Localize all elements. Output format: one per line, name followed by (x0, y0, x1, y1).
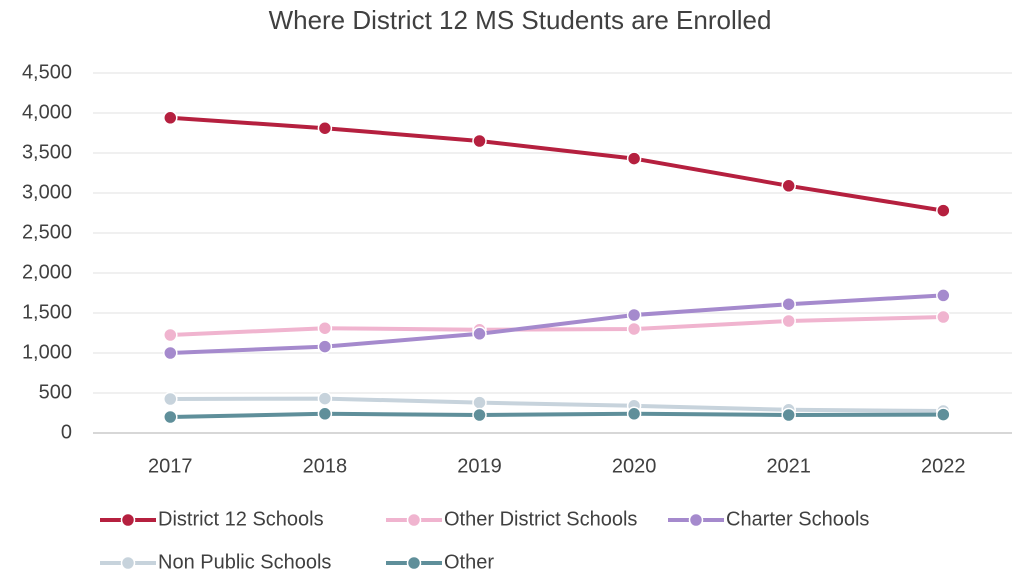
y-tick-label: 0 (61, 421, 72, 443)
series-line (170, 411, 944, 419)
legend-label: Non Public Schools (158, 551, 331, 573)
y-tick-label: 4,000 (22, 101, 72, 123)
point (163, 345, 178, 361)
y-tick-label: 4,500 (22, 61, 72, 83)
point (317, 391, 333, 406)
point (472, 326, 487, 342)
y-tick-label: 500 (39, 381, 72, 403)
point (163, 327, 178, 343)
point (936, 203, 951, 218)
legend-label: Charter Schools (726, 508, 869, 530)
x-tick-label: 2022 (921, 455, 966, 477)
y-tick-label: 1,500 (22, 301, 72, 323)
point (781, 178, 796, 194)
legend-label: District 12 Schools (158, 508, 324, 530)
series-line (170, 293, 944, 355)
point (626, 151, 642, 166)
legend-marker (120, 555, 136, 571)
point (936, 309, 951, 325)
point (936, 288, 951, 303)
chart-title: Where District 12 MS Students are Enroll… (269, 5, 772, 35)
series-line (170, 315, 944, 337)
point (163, 391, 178, 407)
x-tick-label: 2019 (457, 455, 502, 477)
series-line (170, 396, 944, 413)
point (626, 321, 642, 337)
point (472, 407, 487, 423)
series-line (170, 115, 944, 213)
point (781, 407, 796, 423)
point (936, 407, 951, 422)
point (472, 133, 487, 149)
x-tick-label: 2021 (766, 455, 811, 477)
point (317, 320, 333, 336)
y-tick-label: 3,500 (22, 141, 72, 163)
x-tick-label: 2017 (148, 455, 193, 477)
point (317, 339, 333, 354)
legend-marker (120, 512, 136, 528)
point (163, 409, 178, 425)
y-tick-label: 1,000 (22, 341, 72, 363)
x-tick-label: 2020 (612, 455, 657, 477)
legend-label: Other (444, 551, 494, 573)
point (472, 395, 487, 410)
point (626, 406, 642, 422)
point (163, 110, 178, 126)
legend-marker (406, 512, 422, 528)
legend-label: Other District Schools (444, 508, 637, 530)
point (781, 313, 796, 329)
point (317, 406, 333, 422)
legend-marker (406, 555, 422, 571)
point (781, 296, 796, 312)
y-tick-label: 2,500 (22, 221, 72, 243)
y-tick-label: 2,000 (22, 261, 72, 283)
legend-marker (688, 512, 704, 528)
point (626, 307, 642, 323)
x-tick-label: 2018 (303, 455, 348, 477)
y-tick-label: 3,000 (22, 181, 72, 203)
point (317, 120, 333, 136)
